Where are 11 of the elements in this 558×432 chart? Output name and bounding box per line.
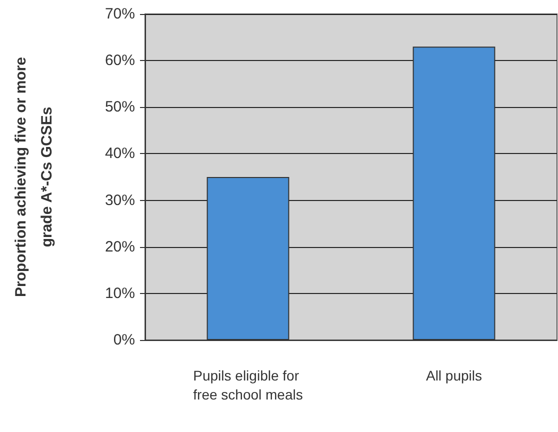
y-tick-label: 70% <box>104 6 135 22</box>
y-tick-label: 10% <box>104 284 135 302</box>
y-axis-title: Proportion achieving five or more grade A*-Cs GCSEs <box>12 56 56 298</box>
y-tick-label: 40% <box>104 145 135 162</box>
y-tick-label: 0% <box>113 332 135 348</box>
y-tick-label: 60% <box>104 52 135 70</box>
x-tick-label: All pupils <box>426 368 482 384</box>
x-tick-label: Pupils eligible for free school meals <box>193 368 303 402</box>
y-tick-label: 20% <box>104 238 135 256</box>
y-tick-label: 30% <box>104 192 135 209</box>
y-tick-label: 50% <box>104 98 135 116</box>
